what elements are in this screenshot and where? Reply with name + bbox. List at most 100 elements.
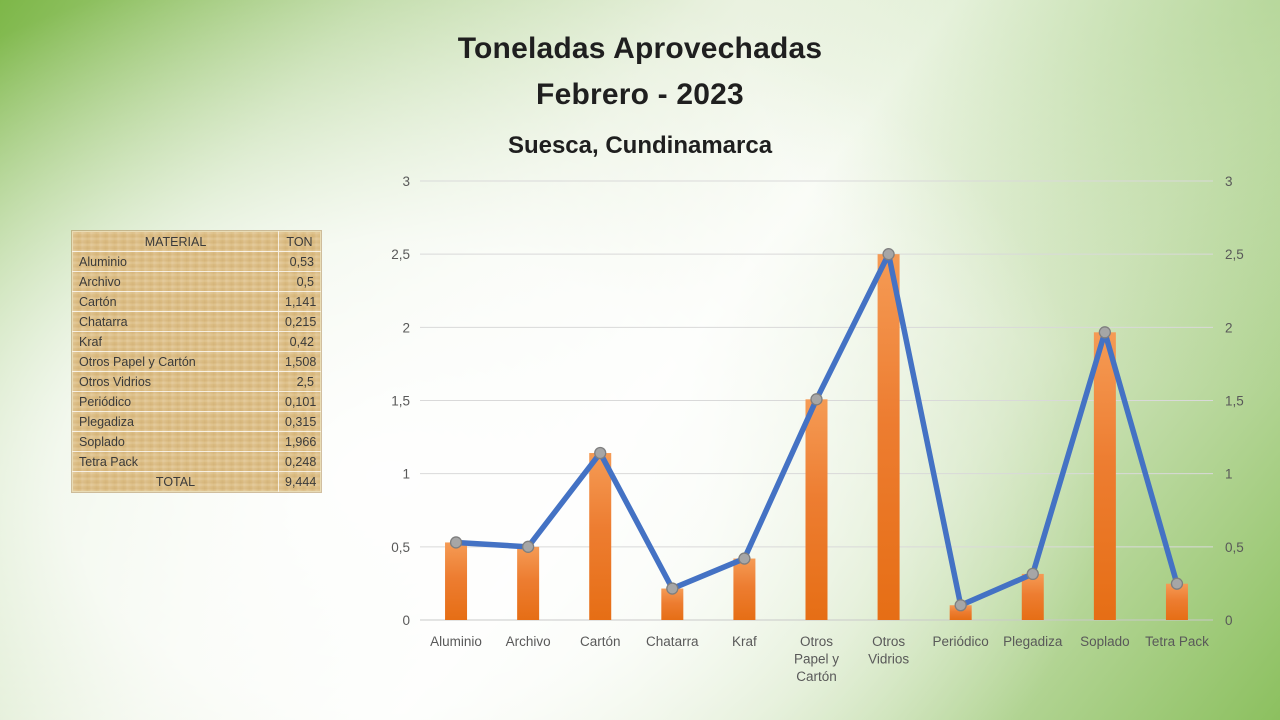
svg-text:0,5: 0,5 bbox=[1225, 540, 1244, 555]
chart-title-line2: Febrero - 2023 bbox=[536, 78, 744, 111]
bar-10 bbox=[1165, 583, 1188, 620]
material-name: Plegadiza bbox=[72, 411, 279, 432]
x-label-5: Papel y bbox=[794, 652, 839, 667]
x-label-1: Archivo bbox=[506, 634, 551, 649]
material-ton-value: 0,42 bbox=[278, 331, 321, 352]
bar-3 bbox=[661, 588, 684, 620]
material-ton-value: 0,248 bbox=[278, 451, 321, 472]
x-label-5: Otros bbox=[800, 634, 833, 649]
svg-text:1,5: 1,5 bbox=[391, 394, 410, 409]
material-name: Aluminio bbox=[72, 251, 279, 272]
x-label-0: Aluminio bbox=[430, 634, 482, 649]
x-label-8: Plegadiza bbox=[1003, 634, 1063, 649]
material-name: Periódico bbox=[72, 391, 279, 412]
bar-6 bbox=[877, 254, 900, 620]
material-name: Kraf bbox=[72, 331, 279, 352]
table-row: Chatarra 0,215 bbox=[72, 311, 321, 332]
material-ton-value: 0,5 bbox=[278, 271, 321, 292]
materials-table: MATERIAL TON Aluminio 0,53 Archivo 0,5 Cartó… bbox=[72, 231, 321, 492]
x-label-7: Periódico bbox=[933, 634, 989, 649]
table-row: Periódico 0,101 bbox=[72, 391, 321, 412]
marker-9 bbox=[1098, 326, 1112, 339]
marker-8 bbox=[1026, 567, 1039, 581]
marker-6 bbox=[882, 248, 895, 261]
table-row: Cartón 1,141 bbox=[72, 291, 321, 312]
material-name: Tetra Pack bbox=[72, 451, 279, 472]
total-label: TOTAL bbox=[72, 471, 279, 492]
material-ton-value: 0,53 bbox=[278, 251, 321, 272]
chart-title: Toneladas Aprovechadas Febrero - 2023 bbox=[0, 26, 1280, 118]
y-axis-labels-right: 0 0,5 1 1,5 2 2,5 3 bbox=[1225, 174, 1244, 628]
material-ton-value: 1,141 bbox=[278, 291, 321, 312]
x-label-2: Cartón bbox=[580, 634, 621, 649]
header-material: MATERIAL bbox=[144, 234, 207, 249]
table-total-row: TOTAL 9,444 bbox=[72, 471, 321, 492]
x-label-10: Tetra Pack bbox=[1145, 634, 1209, 649]
header-ton: TON bbox=[278, 231, 321, 252]
material-ton-value: 1,966 bbox=[278, 431, 321, 452]
svg-text:1: 1 bbox=[1225, 467, 1233, 482]
table-row: Otros Vidrios 2,5 bbox=[72, 371, 321, 392]
bar-4 bbox=[733, 558, 756, 620]
table-row: Kraf 0,42 bbox=[72, 331, 321, 352]
marker-1 bbox=[521, 540, 535, 553]
material-name: Otros Papel y Cartón bbox=[72, 351, 279, 372]
bar-5 bbox=[805, 399, 828, 620]
svg-text:0,5: 0,5 bbox=[391, 540, 410, 555]
svg-text:3: 3 bbox=[402, 174, 410, 189]
table-row: Aluminio 0,53 bbox=[72, 251, 321, 272]
bar-9 bbox=[1093, 332, 1116, 620]
marker-10 bbox=[1170, 577, 1184, 590]
chart-title-line1: Toneladas Aprovechadas bbox=[457, 32, 823, 65]
svg-text:1,5: 1,5 bbox=[1225, 394, 1244, 409]
svg-text:2: 2 bbox=[402, 320, 410, 335]
material-name: Cartón bbox=[72, 291, 279, 312]
svg-text:2,5: 2,5 bbox=[1225, 247, 1244, 262]
x-label-9: Soplado bbox=[1080, 634, 1130, 649]
x-label-6: Otros bbox=[872, 634, 905, 649]
table-row: Tetra Pack 0,248 bbox=[72, 451, 321, 472]
table-row: Otros Papel y Cartón 1,508 bbox=[72, 351, 321, 372]
title-block: Toneladas Aprovechadas Febrero - 2023 Sue… bbox=[0, 26, 1280, 160]
total-value: 9,444 bbox=[278, 471, 321, 492]
table-header-row: MATERIAL TON bbox=[73, 231, 321, 252]
table-row: Soplado 1,966 bbox=[72, 431, 321, 452]
svg-text:3: 3 bbox=[1225, 174, 1233, 189]
material-name: Archivo bbox=[72, 271, 279, 292]
x-label-6: Vidrios bbox=[868, 652, 909, 667]
x-axis-labels: Aluminio Archivo Cartón Chatarra Kraf Otros Pa… bbox=[430, 634, 1209, 684]
toneladas-chart: 0 0,5 1 1,5 2 2,5 3 0 0,5 1 1,5 2 2,5 3 Aluminio Arch… bbox=[391, 174, 1244, 684]
y-axis-labels-left: 0 0,5 1 1,5 2 2,5 3 bbox=[391, 174, 410, 628]
material-ton-value: 0,101 bbox=[278, 391, 321, 412]
svg-text:2: 2 bbox=[1225, 320, 1233, 335]
marker-3 bbox=[666, 582, 679, 595]
svg-text:0: 0 bbox=[1225, 613, 1233, 628]
bar-2 bbox=[589, 453, 612, 620]
material-ton-value: 2,5 bbox=[278, 371, 321, 392]
marker-5 bbox=[810, 393, 823, 406]
bar-series bbox=[445, 254, 1188, 620]
material-ton-value: 0,215 bbox=[278, 311, 321, 332]
marker-4 bbox=[738, 552, 751, 565]
bar-7 bbox=[949, 605, 972, 620]
marker-7 bbox=[954, 599, 967, 612]
material-name: Otros Vidrios bbox=[72, 371, 279, 392]
material-ton-value: 1,508 bbox=[278, 351, 321, 372]
material-name: Soplado bbox=[72, 431, 279, 452]
table-row: Archivo 0,5 bbox=[72, 271, 321, 292]
material-ton-value: 0,315 bbox=[278, 411, 321, 432]
svg-text:1: 1 bbox=[402, 467, 410, 482]
line-markers bbox=[449, 248, 1184, 612]
bar-8 bbox=[1021, 573, 1044, 620]
bar-1 bbox=[517, 546, 540, 620]
materials-table-body: Aluminio 0,53 Archivo 0,5 Cartón 1,141 Chatarr… bbox=[72, 251, 321, 472]
marker-2 bbox=[594, 446, 607, 460]
x-label-4: Kraf bbox=[732, 634, 757, 649]
svg-text:2,5: 2,5 bbox=[391, 247, 410, 262]
table-row: Plegadiza 0,315 bbox=[72, 411, 321, 432]
material-name: Chatarra bbox=[72, 311, 279, 332]
x-label-3: Chatarra bbox=[646, 634, 699, 649]
marker-0 bbox=[449, 536, 463, 549]
bar-0 bbox=[445, 542, 468, 620]
